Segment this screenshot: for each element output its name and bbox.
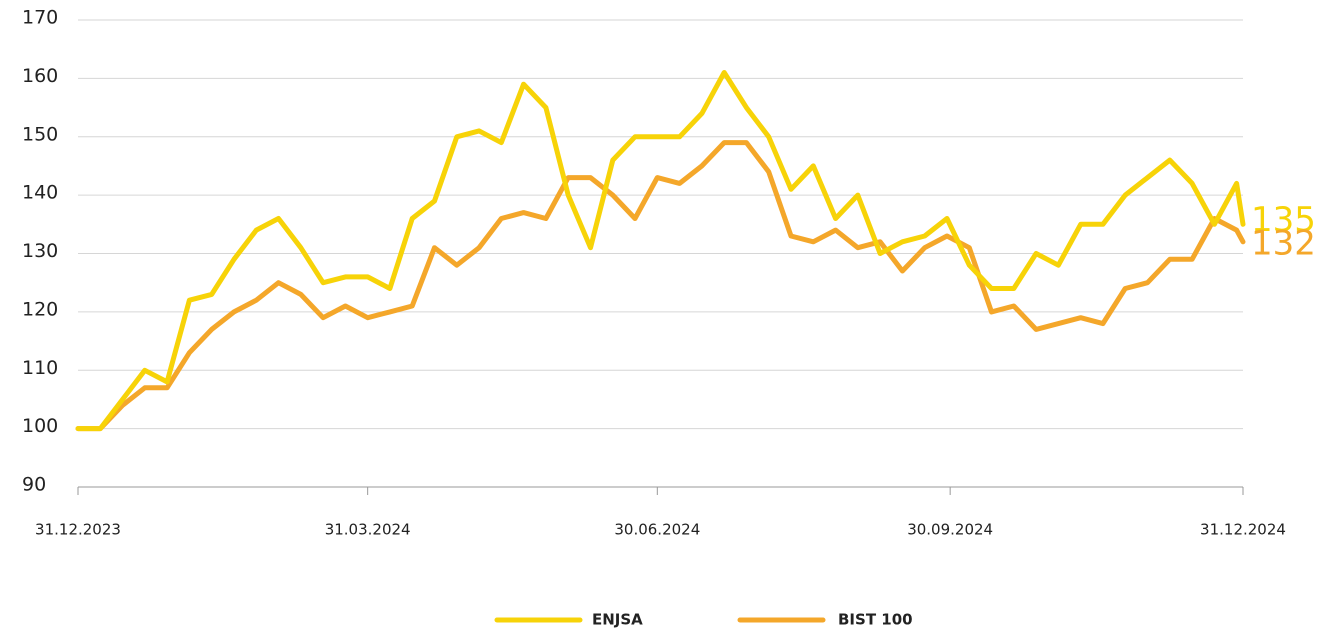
y-tick-label: 90 bbox=[22, 474, 46, 496]
series-line bbox=[75, 140, 1246, 432]
x-tick-label: 31.12.2023 bbox=[35, 521, 121, 539]
x-tick-label: 31.03.2024 bbox=[325, 521, 411, 539]
x-tick-label: 31.12.2024 bbox=[1200, 521, 1286, 539]
legend-label: ENJSA bbox=[592, 611, 643, 629]
y-tick-label: 110 bbox=[22, 357, 58, 379]
y-tick-label: 140 bbox=[22, 182, 58, 204]
end-label: 135 bbox=[1251, 200, 1316, 240]
y-tick-label: 130 bbox=[22, 240, 58, 262]
y-tick-label: 120 bbox=[22, 298, 58, 320]
y-tick-label: 170 bbox=[22, 7, 58, 29]
y-tick-label: 150 bbox=[22, 123, 58, 145]
end-label: 132 bbox=[1251, 223, 1316, 263]
legend-label: BIST 100 bbox=[838, 611, 913, 629]
series-line bbox=[75, 70, 1246, 432]
x-tick-label: 30.06.2024 bbox=[614, 521, 700, 539]
x-tick-label: 30.09.2024 bbox=[907, 521, 993, 539]
y-tick-label: 160 bbox=[22, 65, 58, 87]
y-tick-label: 100 bbox=[22, 415, 58, 437]
